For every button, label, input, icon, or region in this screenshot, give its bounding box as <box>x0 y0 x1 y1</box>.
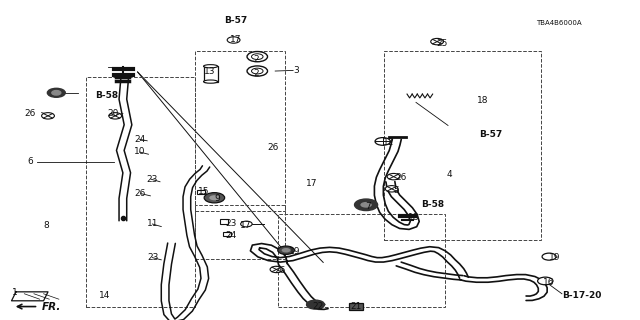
Text: FR.: FR. <box>42 301 61 312</box>
Text: B-57: B-57 <box>224 16 247 25</box>
Text: 26: 26 <box>268 143 279 152</box>
Bar <box>204 66 218 82</box>
Bar <box>86 77 195 307</box>
Circle shape <box>204 193 225 203</box>
Text: TBA4B6000A: TBA4B6000A <box>536 20 582 26</box>
Circle shape <box>278 246 294 254</box>
Text: 23: 23 <box>225 220 237 228</box>
Text: B-57: B-57 <box>479 130 502 139</box>
Ellipse shape <box>204 65 218 68</box>
Text: 19: 19 <box>289 247 301 256</box>
Circle shape <box>227 37 240 43</box>
Circle shape <box>247 66 268 76</box>
Circle shape <box>109 113 122 119</box>
Circle shape <box>270 266 283 273</box>
Circle shape <box>355 199 378 211</box>
Circle shape <box>387 173 400 180</box>
Text: 8: 8 <box>44 221 49 230</box>
Bar <box>349 303 363 310</box>
Text: 1: 1 <box>12 288 17 297</box>
Text: 7: 7 <box>365 202 371 211</box>
Text: 26: 26 <box>274 266 285 275</box>
Text: 26: 26 <box>134 189 146 198</box>
Text: 18: 18 <box>477 96 488 105</box>
Bar <box>197 190 205 194</box>
Circle shape <box>252 68 263 74</box>
Text: 2: 2 <box>253 69 259 78</box>
Circle shape <box>282 248 291 252</box>
Bar <box>384 51 541 240</box>
Text: 14: 14 <box>99 292 111 300</box>
Text: 17: 17 <box>306 180 317 188</box>
Circle shape <box>538 277 553 285</box>
Bar <box>195 51 285 211</box>
Circle shape <box>209 195 220 200</box>
Text: 19: 19 <box>549 253 561 262</box>
Ellipse shape <box>204 80 218 83</box>
Text: 9: 9 <box>214 194 220 203</box>
Text: 23: 23 <box>146 175 157 184</box>
Circle shape <box>542 253 556 260</box>
Text: 11: 11 <box>147 220 159 228</box>
Text: 5: 5 <box>394 186 399 195</box>
Text: 4: 4 <box>447 170 452 179</box>
Text: 20: 20 <box>108 109 119 118</box>
Bar <box>195 205 285 259</box>
Circle shape <box>252 54 263 60</box>
Circle shape <box>360 202 372 208</box>
Circle shape <box>47 88 65 97</box>
Text: 24: 24 <box>225 231 237 240</box>
Circle shape <box>385 186 398 192</box>
Text: 22: 22 <box>312 302 324 311</box>
Text: 3: 3 <box>293 66 299 75</box>
Text: 17: 17 <box>230 36 242 44</box>
Text: 17: 17 <box>240 221 252 230</box>
Circle shape <box>247 52 268 62</box>
Circle shape <box>375 138 390 145</box>
Text: 18: 18 <box>408 213 420 222</box>
Text: B-17-20: B-17-20 <box>562 292 602 300</box>
Text: 10: 10 <box>134 148 146 156</box>
Text: 2: 2 <box>253 55 259 64</box>
Circle shape <box>42 113 54 119</box>
Text: 25: 25 <box>436 39 448 48</box>
Text: 21: 21 <box>351 302 362 311</box>
Text: 26: 26 <box>24 109 36 118</box>
Text: 6: 6 <box>27 157 33 166</box>
Text: 23: 23 <box>147 253 159 262</box>
Text: 26: 26 <box>396 173 407 182</box>
Circle shape <box>241 221 252 227</box>
Text: 12: 12 <box>383 138 394 147</box>
Text: 15: 15 <box>198 188 210 196</box>
Text: 16: 16 <box>543 278 554 287</box>
Circle shape <box>307 300 324 309</box>
Circle shape <box>431 38 444 45</box>
Bar <box>223 231 232 236</box>
Text: 13: 13 <box>204 68 215 76</box>
Text: 24: 24 <box>134 135 146 144</box>
Bar <box>278 214 445 307</box>
Circle shape <box>52 91 61 95</box>
Text: B-58: B-58 <box>95 92 118 100</box>
Text: B-58: B-58 <box>421 200 444 209</box>
Bar <box>220 220 228 223</box>
